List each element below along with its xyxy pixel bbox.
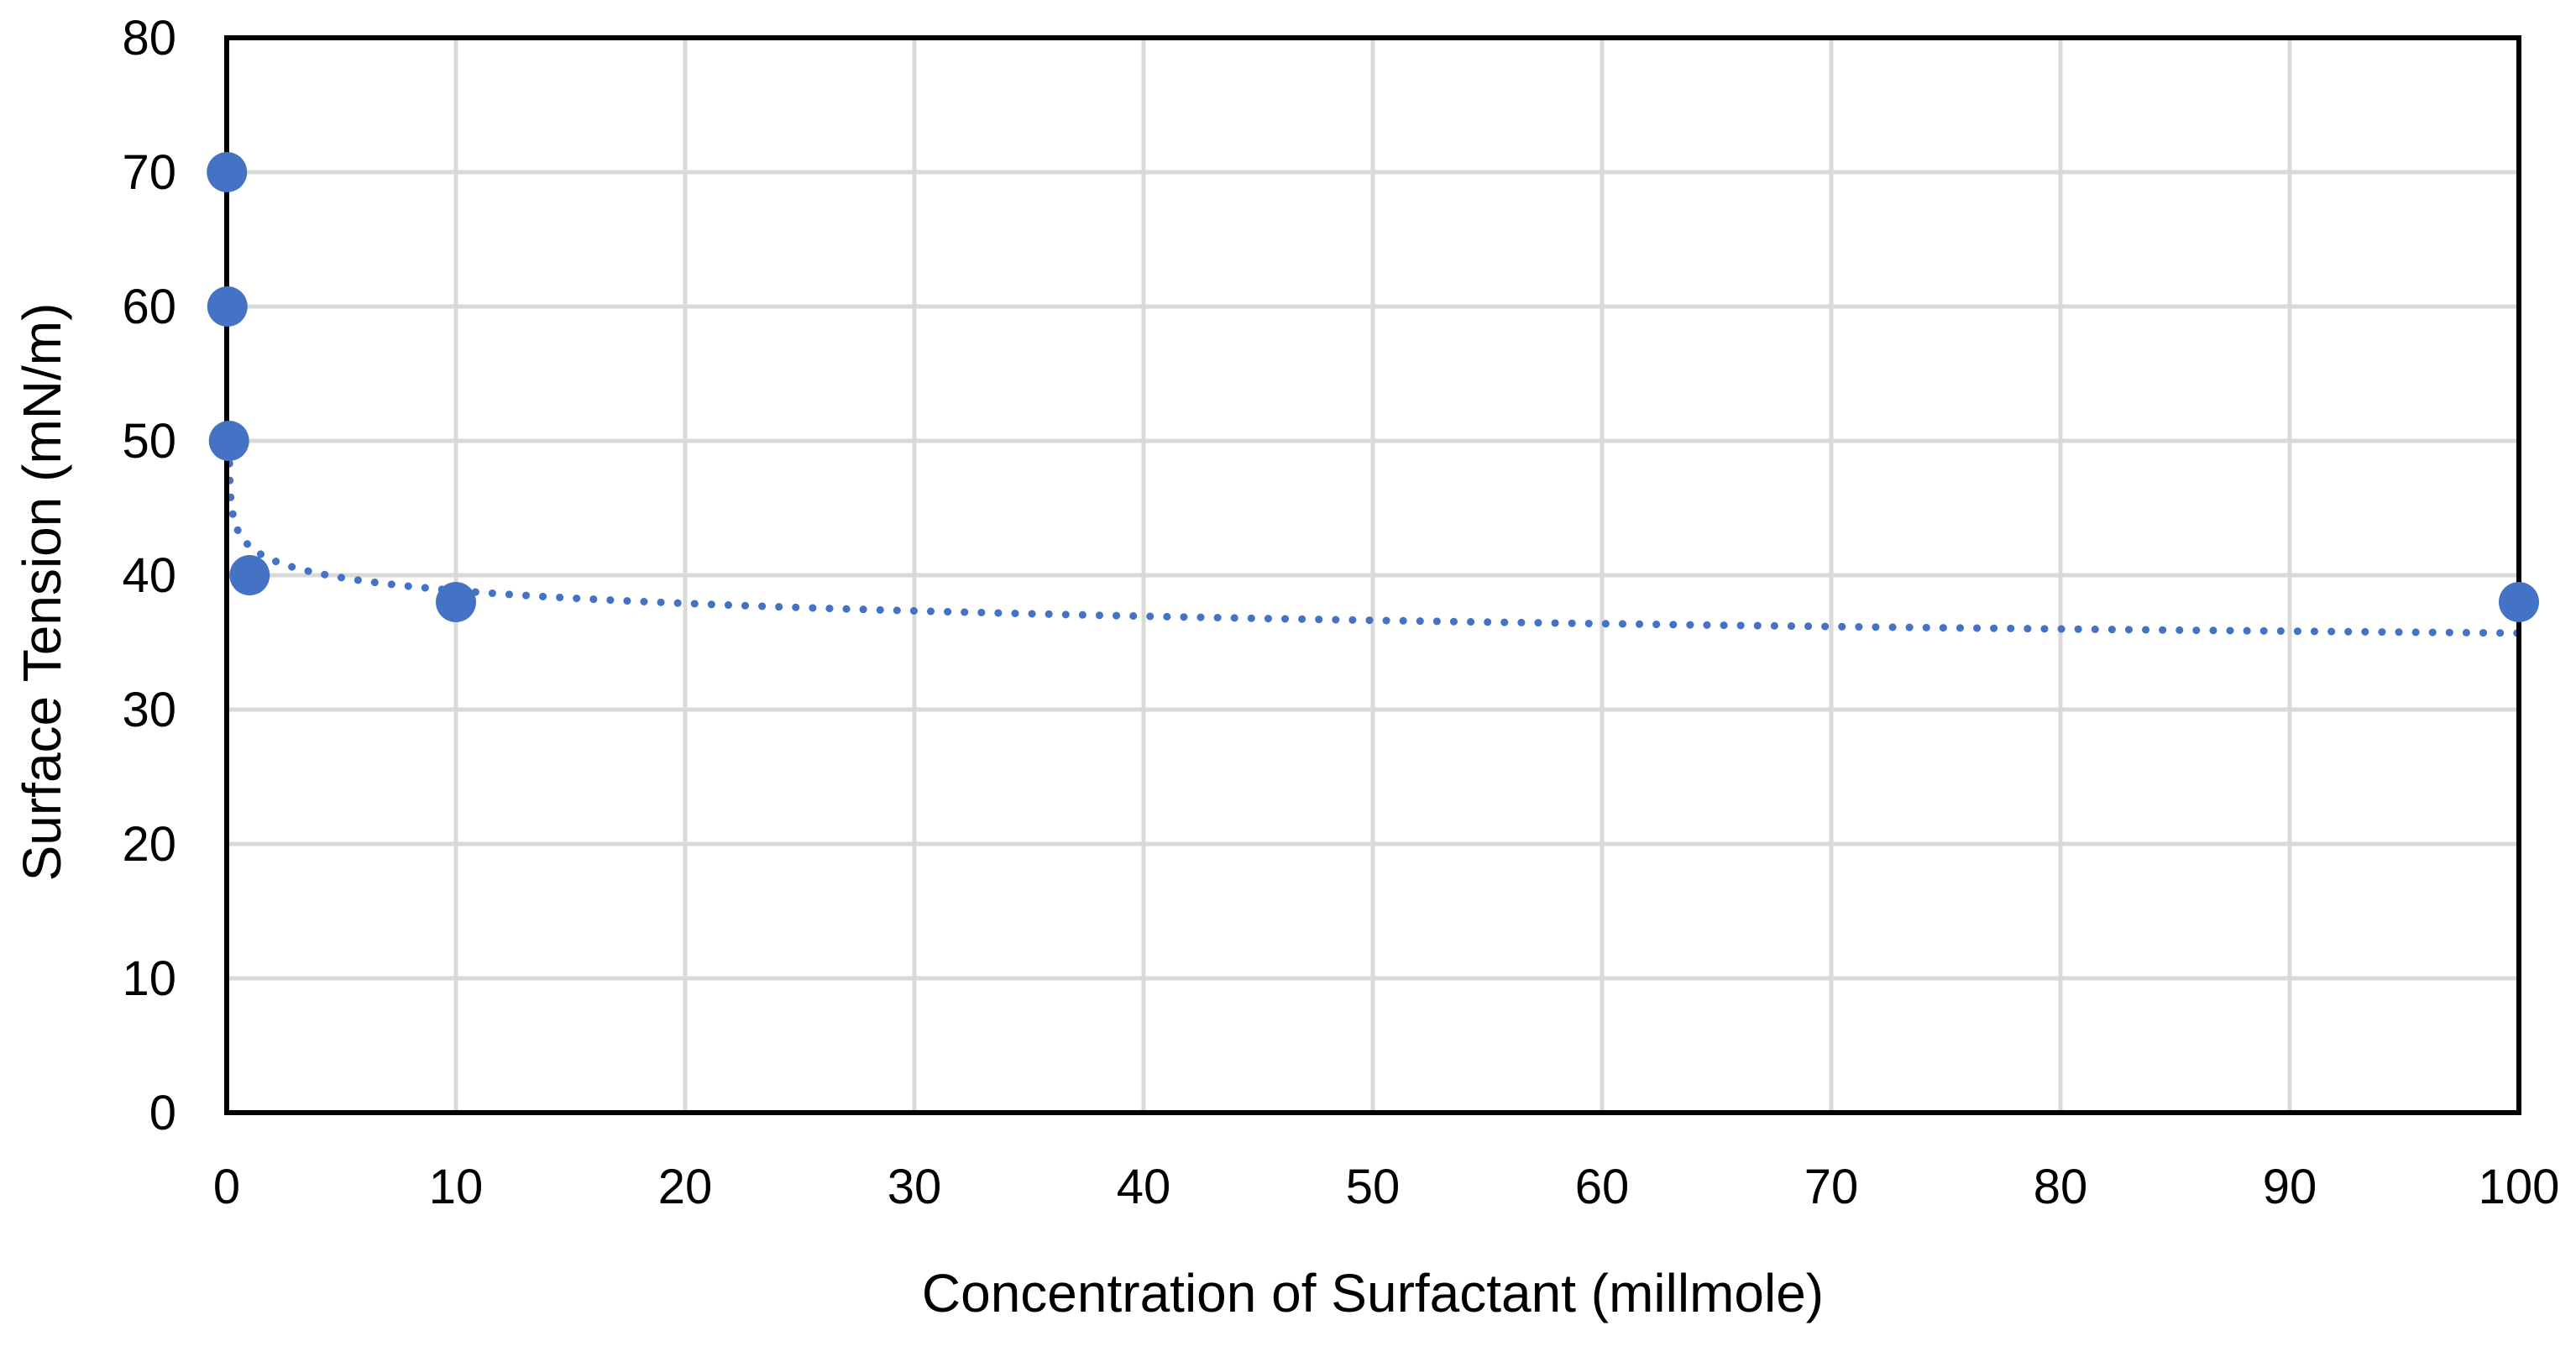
- x-axis-tick-labels: 0 10 20 30 40 50 60 70 80 90 100: [213, 1160, 2560, 1214]
- data-point: [208, 421, 249, 461]
- data-point: [207, 286, 248, 327]
- x-tick-label: 60: [1575, 1160, 1630, 1214]
- x-tick-label: 0: [213, 1160, 240, 1214]
- y-tick-label: 30: [122, 683, 176, 737]
- y-tick-label: 40: [122, 548, 176, 603]
- x-tick-label: 90: [2263, 1160, 2317, 1214]
- y-tick-label: 70: [122, 145, 176, 200]
- data-point: [2499, 582, 2539, 622]
- y-tick-label: 60: [122, 280, 176, 334]
- y-tick-label: 0: [149, 1086, 176, 1140]
- y-tick-label: 20: [122, 817, 176, 872]
- gridlines: [227, 38, 2519, 1113]
- data-point: [229, 555, 270, 595]
- y-tick-label: 50: [122, 414, 176, 469]
- x-tick-label: 40: [1117, 1160, 1171, 1214]
- y-axis-title: Surface Tension (mN/m): [12, 303, 72, 882]
- x-tick-label: 80: [2034, 1160, 2088, 1214]
- y-axis-tick-labels: 0 10 20 30 40 50 60 70 80: [122, 11, 176, 1140]
- y-tick-label: 80: [122, 11, 176, 65]
- plot-area-frame: [224, 35, 2521, 1115]
- log-trendline: [225, 459, 2526, 637]
- y-tick-label: 10: [122, 951, 176, 1006]
- x-tick-label: 100: [2479, 1160, 2560, 1214]
- x-tick-label: 10: [429, 1160, 484, 1214]
- x-tick-label: 50: [1346, 1160, 1401, 1214]
- x-axis-title: Concentration of Surfactant (millmole): [922, 1263, 1824, 1323]
- x-tick-label: 20: [658, 1160, 713, 1214]
- data-point: [436, 582, 476, 622]
- x-tick-label: 70: [1804, 1160, 1859, 1214]
- data-points: [207, 152, 2539, 622]
- data-point: [207, 152, 248, 192]
- x-tick-label: 30: [887, 1160, 942, 1214]
- trendline-layer: [225, 459, 2526, 637]
